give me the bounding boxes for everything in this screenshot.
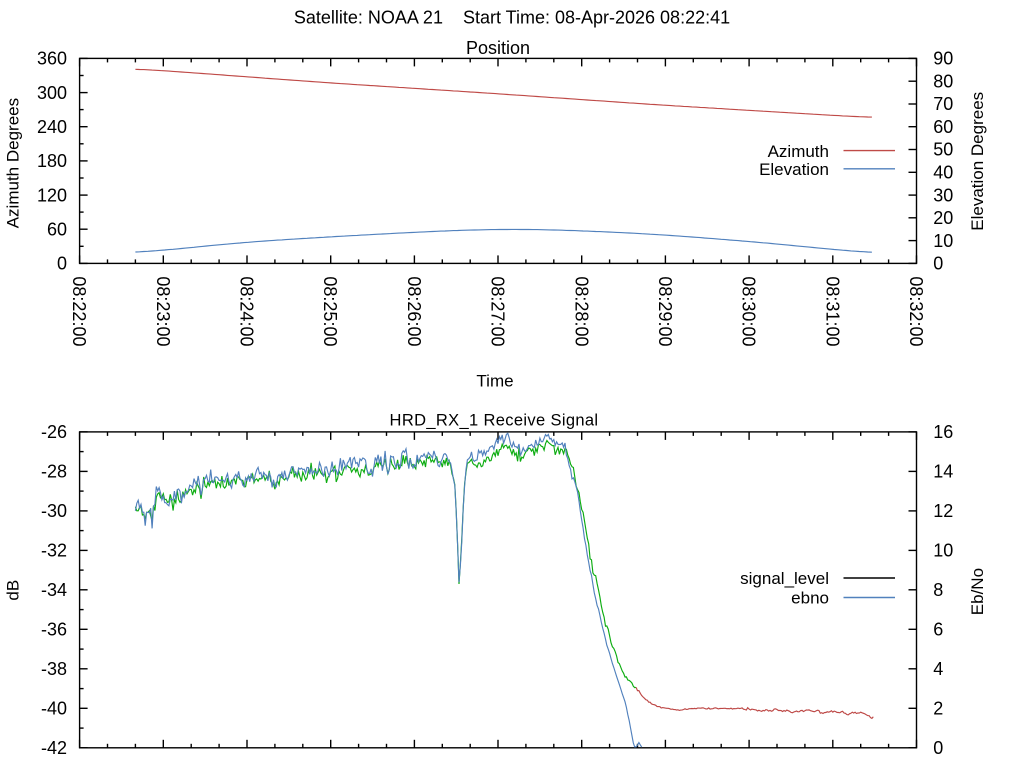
svg-text:Azimuth: Azimuth [768, 142, 829, 161]
svg-text:6: 6 [933, 620, 943, 640]
svg-text:240: 240 [37, 117, 67, 137]
svg-text:50: 50 [933, 140, 953, 160]
svg-text:08:30:00: 08:30:00 [739, 276, 759, 346]
svg-text:10: 10 [933, 541, 953, 561]
svg-text:dB: dB [4, 580, 23, 601]
svg-text:0: 0 [933, 738, 943, 758]
svg-text:-36: -36 [41, 620, 67, 640]
svg-text:0: 0 [57, 254, 67, 274]
svg-text:ebno: ebno [791, 589, 829, 608]
svg-text:30: 30 [933, 185, 953, 205]
svg-text:signal_level: signal_level [740, 569, 829, 588]
svg-text:60: 60 [47, 219, 67, 239]
svg-text:08:32:00: 08:32:00 [906, 276, 926, 346]
svg-text:180: 180 [37, 151, 67, 171]
svg-text:10: 10 [933, 231, 953, 251]
svg-text:8: 8 [933, 580, 943, 600]
svg-text:-38: -38 [41, 659, 67, 679]
svg-text:70: 70 [933, 94, 953, 114]
svg-text:08:28:00: 08:28:00 [571, 276, 591, 346]
svg-text:08:22:00: 08:22:00 [69, 276, 89, 346]
svg-text:40: 40 [933, 163, 953, 183]
svg-text:Position: Position [466, 38, 530, 58]
svg-text:12: 12 [933, 501, 953, 521]
svg-text:14: 14 [933, 462, 953, 482]
svg-text:360: 360 [37, 49, 67, 69]
svg-text:2: 2 [933, 699, 943, 719]
svg-text:90: 90 [933, 49, 953, 69]
svg-text:300: 300 [37, 83, 67, 103]
svg-text:80: 80 [933, 71, 953, 91]
svg-text:-26: -26 [41, 422, 67, 442]
svg-text:Satellite: NOAA 21 Start Ti: Satellite: NOAA 21 Start Time: 08-Apr-20… [294, 8, 730, 28]
svg-text:120: 120 [37, 185, 67, 205]
svg-text:08:29:00: 08:29:00 [655, 276, 675, 346]
svg-text:-42: -42 [41, 738, 67, 758]
svg-text:08:26:00: 08:26:00 [404, 276, 424, 346]
svg-text:08:23:00: 08:23:00 [153, 276, 173, 346]
svg-text:-40: -40 [41, 699, 67, 719]
svg-text:08:27:00: 08:27:00 [488, 276, 508, 346]
svg-text:Elevation: Elevation [759, 160, 829, 179]
svg-text:-28: -28 [41, 462, 67, 482]
svg-text:HRD_RX_1 Receive Signal: HRD_RX_1 Receive Signal [390, 411, 599, 429]
svg-text:-30: -30 [41, 501, 67, 521]
svg-text:08:31:00: 08:31:00 [822, 276, 842, 346]
svg-text:08:25:00: 08:25:00 [320, 276, 340, 346]
svg-text:16: 16 [933, 422, 953, 442]
svg-text:-34: -34 [41, 580, 67, 600]
svg-text:60: 60 [933, 117, 953, 137]
svg-text:08:24:00: 08:24:00 [237, 276, 257, 346]
svg-text:-32: -32 [41, 541, 67, 561]
svg-text:Eb/No: Eb/No [968, 568, 987, 615]
svg-text:20: 20 [933, 208, 953, 228]
svg-text:Elevation Degrees: Elevation Degrees [968, 92, 987, 231]
svg-text:4: 4 [933, 659, 943, 679]
svg-text:0: 0 [933, 254, 943, 274]
svg-text:Azimuth Degrees: Azimuth Degrees [4, 98, 23, 228]
svg-text:Time: Time [476, 372, 513, 391]
